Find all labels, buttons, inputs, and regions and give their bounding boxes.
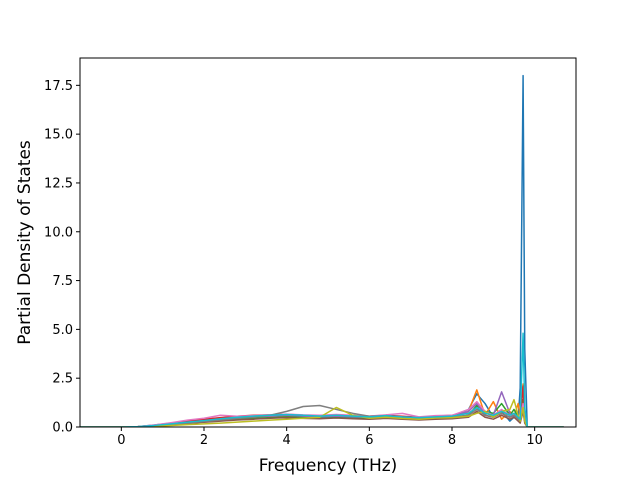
y-tick-label: 7.5 — [52, 274, 73, 289]
x-tick-label: 8 — [448, 433, 456, 448]
y-axis-label: Partial Density of States — [15, 140, 35, 345]
x-axis-label: Frequency (THz) — [259, 456, 398, 476]
x-axis-ticks: 0 2 4 6 8 10 — [117, 427, 543, 448]
y-tick-label: 5.0 — [52, 323, 73, 338]
x-tick-label: 0 — [117, 433, 125, 448]
series-layer — [80, 74, 564, 427]
y-tick-label: 2.5 — [52, 372, 73, 387]
y-tick-label: 12.5 — [44, 176, 73, 191]
pdos-series-line-9 — [80, 398, 564, 427]
y-axis-ticks: 0.0 2.5 5.0 7.5 10.0 12.5 15.0 17.5 — [44, 79, 80, 436]
x-tick-label: 4 — [283, 433, 291, 448]
plot-frame — [79, 57, 577, 428]
y-tick-label: 0.0 — [52, 421, 73, 436]
pdos-series-line-10 — [80, 332, 564, 427]
y-tick-label: 17.5 — [44, 79, 73, 94]
y-tick-label: 10.0 — [44, 225, 73, 240]
x-tick-label: 10 — [526, 433, 543, 448]
x-tick-label: 6 — [365, 433, 373, 448]
y-tick-label: 15.0 — [44, 128, 73, 143]
x-tick-label: 2 — [200, 433, 208, 448]
